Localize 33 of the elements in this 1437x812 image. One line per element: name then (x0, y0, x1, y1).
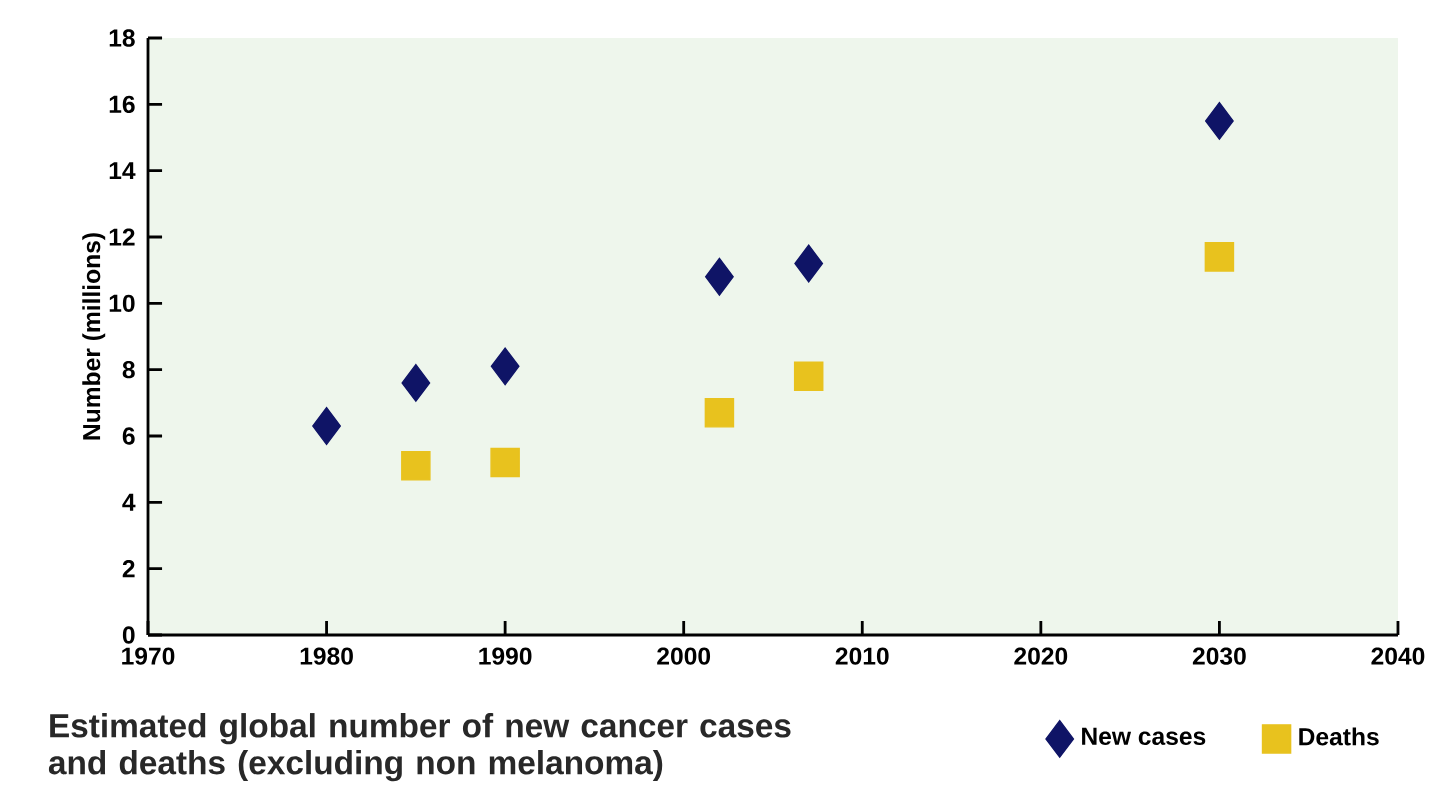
x-tick-label: 1980 (300, 647, 353, 665)
point (704, 398, 735, 428)
legend-label: New cases (1082, 727, 1206, 745)
x-tick-label: 2040 (1371, 647, 1425, 665)
point (401, 451, 431, 481)
y-axis-title: Number (millions) (82, 233, 106, 440)
text: Estimated global number of new cancer cases and deaths (excluding non melanoma) (48, 713, 791, 782)
point (312, 407, 341, 446)
y-tick-label: 0 (122, 626, 135, 644)
x-tick-label: 2030 (1192, 647, 1246, 665)
point (490, 447, 520, 478)
y-tick-label: 6 (122, 427, 135, 445)
x-tick-label: 2000 (657, 647, 711, 665)
x-tick-label: 1990 (479, 647, 532, 665)
x-tick-label: 2020 (1014, 647, 1068, 665)
y-tick-label: 8 (122, 360, 135, 379)
y-tick-label: 16 (109, 95, 135, 114)
y-tick-label: 18 (109, 29, 135, 47)
point (490, 347, 520, 386)
y-tick-label: 12 (109, 228, 135, 246)
y-tick-label: 4 (122, 493, 136, 511)
y-tick-label: 10 (109, 294, 135, 313)
legend-label: Deaths (1299, 727, 1379, 746)
point (794, 244, 824, 283)
point (1204, 101, 1234, 140)
point (401, 363, 431, 402)
x-tick-label: 1970 (122, 647, 175, 665)
x-tick-label: 2010 (835, 647, 889, 665)
point (1204, 242, 1235, 272)
y-tick-label: 2 (122, 560, 135, 578)
y-tick-label: 14 (109, 162, 136, 180)
point (704, 257, 734, 296)
point (793, 361, 824, 392)
